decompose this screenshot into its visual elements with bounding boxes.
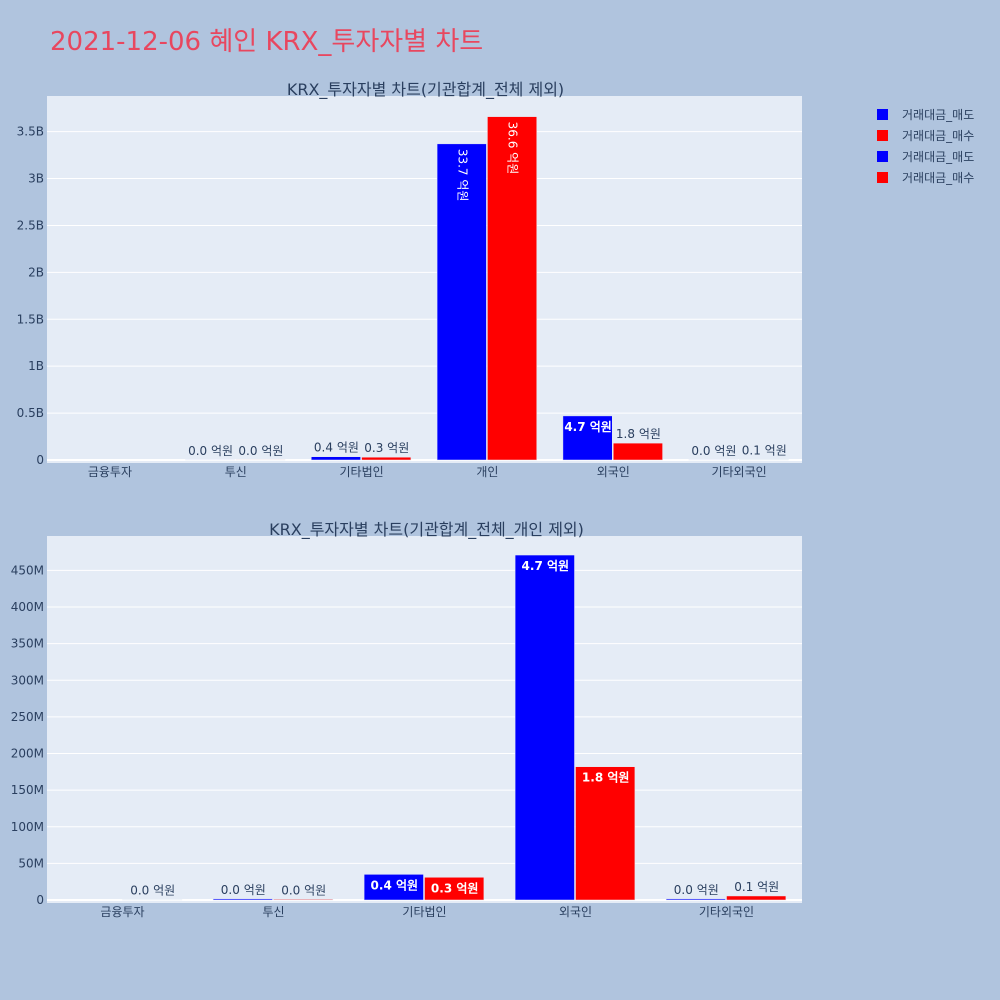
plot-area-bottom: [47, 536, 802, 903]
bar-buy[interactable]: [487, 116, 537, 461]
bars-top[interactable]: 0.0 억원 0.0 억원 0.4 억원 0.3 억원 33.7 억원 36.6 억원 4.…: [185, 116, 789, 461]
bar-value-label: 0.1 억원: [742, 444, 787, 458]
chart-top: 0 0.5B 1B 1.5B 2B 2.5B 3B 3.5B 0.0 억원 0.0 억원 0.4 …: [17, 80, 802, 479]
plot-area-top: [47, 96, 802, 463]
x-axis-top: 금융투자 투신 기타법인 개인 외국인 기타외국인: [88, 465, 767, 479]
y-tick-label: 0: [36, 453, 44, 467]
bar-value-label: 0.3 억원: [364, 441, 409, 455]
y-tick-label: 300M: [11, 673, 44, 687]
bar-value-label: 0.0 억원: [281, 883, 326, 897]
bar-buy[interactable]: [575, 766, 636, 901]
y-axis-top: 0 0.5B 1B 1.5B 2B 2.5B 3B 3.5B: [17, 125, 44, 467]
y-tick-label: 0: [36, 893, 44, 907]
bar-value-label: 1.8 억원: [582, 771, 630, 785]
bar-sell[interactable]: [514, 554, 575, 901]
bar-sell[interactable]: [311, 456, 361, 461]
legend-swatch[interactable]: [877, 151, 888, 162]
bar-sell[interactable]: [562, 415, 613, 461]
x-tick-label: 기타외국인: [699, 905, 754, 919]
y-tick-label: 400M: [11, 600, 44, 614]
bar-value-label: 0.0 억원: [691, 444, 736, 458]
x-tick-label: 금융투자: [88, 465, 132, 479]
y-tick-label: 1.5B: [17, 312, 44, 326]
x-tick-label: 외국인: [559, 905, 592, 919]
x-tick-label: 금융투자: [100, 905, 144, 919]
bar-value-label: 0.0 억원: [221, 883, 266, 897]
bar-value-label: 4.7 억원: [522, 559, 570, 573]
x-axis-bottom: 금융투자 투신 기타법인 외국인 기타외국인: [100, 905, 754, 919]
bars-bottom[interactable]: 0.0 억원 0.0 억원 0.0 억원 0.4 억원 0.3 억원 4.7 억원 1.8 …: [122, 554, 787, 901]
y-tick-label: 200M: [11, 747, 44, 761]
legend-label[interactable]: 거래대금_매도: [902, 150, 974, 164]
bar-sell[interactable]: [212, 898, 273, 901]
y-tick-label: 250M: [11, 710, 44, 724]
x-tick-label: 투신: [262, 905, 284, 919]
gridlines-top: [47, 131, 802, 461]
chart-title-bottom: KRX_투자자별 차트(기관합계_전체_개인 제외): [269, 520, 584, 540]
x-tick-label: 기타법인: [402, 905, 446, 919]
bar-sell[interactable]: [363, 874, 424, 901]
legend-swatch[interactable]: [877, 109, 888, 120]
bar-value-label: 0.0 억원: [188, 444, 233, 458]
x-tick-label: 투신: [225, 465, 247, 479]
bar-value-label: 0.4 억원: [371, 878, 419, 892]
chart-bottom: 0 50M 100M 150M 200M 250M 300M 350M 400M 450M 0.0…: [11, 520, 802, 919]
bar-buy[interactable]: [273, 899, 334, 901]
gridlines-bottom: [47, 569, 802, 901]
legend-swatch[interactable]: [877, 172, 888, 183]
x-tick-label: 외국인: [597, 465, 630, 479]
legend-swatch[interactable]: [877, 130, 888, 141]
bar-buy[interactable]: [726, 895, 787, 901]
bar-sell[interactable]: [665, 898, 726, 901]
y-tick-label: 2.5B: [17, 218, 44, 232]
y-tick-label: 1B: [28, 359, 44, 373]
bar-value-label: 0.4 억원: [314, 441, 359, 455]
y-tick-label: 100M: [11, 820, 44, 834]
bar-value-label: 4.7 억원: [564, 420, 612, 434]
y-tick-label: 150M: [11, 783, 44, 797]
y-tick-label: 3.5B: [17, 125, 44, 139]
y-tick-label: 0.5B: [17, 406, 44, 420]
bar-value-label: 0.1 억원: [734, 880, 779, 894]
legend-label[interactable]: 거래대금_매수: [902, 129, 974, 143]
bar-value-label: 1.8 억원: [616, 427, 661, 441]
legend-label[interactable]: 거래대금_매수: [902, 171, 974, 185]
bar-buy[interactable]: [361, 456, 412, 461]
bar-value-label: 0.0 억원: [674, 883, 719, 897]
x-tick-label: 개인: [476, 465, 498, 479]
y-axis-bottom: 0 50M 100M 150M 200M 250M 300M 350M 400M 450M: [11, 563, 44, 907]
bar-value-label: 0.3 억원: [431, 881, 479, 895]
bar-value-label: 33.7 억원: [455, 149, 469, 202]
bar-value-label: 0.0 억원: [130, 884, 175, 898]
x-tick-label: 기타외국인: [711, 465, 766, 479]
y-tick-label: 50M: [18, 856, 44, 870]
bar-sell[interactable]: [436, 143, 487, 461]
x-tick-label: 기타법인: [339, 465, 383, 479]
chart-title-top: KRX_투자자별 차트(기관합계_전체 제외): [287, 80, 564, 100]
bar-value-label: 0.0 억원: [238, 444, 283, 458]
bar-buy[interactable]: [613, 442, 663, 461]
y-tick-label: 2B: [28, 265, 44, 279]
bar-value-label: 36.6 억원: [506, 122, 520, 175]
y-tick-label: 3B: [28, 172, 44, 186]
page-title: 2021-12-06 혜인 KRX_투자자별 차트: [50, 27, 483, 57]
legend-label[interactable]: 거래대금_매도: [902, 108, 974, 122]
y-tick-label: 350M: [11, 637, 44, 651]
bar-buy[interactable]: [424, 877, 485, 901]
y-tick-label: 450M: [11, 563, 44, 577]
